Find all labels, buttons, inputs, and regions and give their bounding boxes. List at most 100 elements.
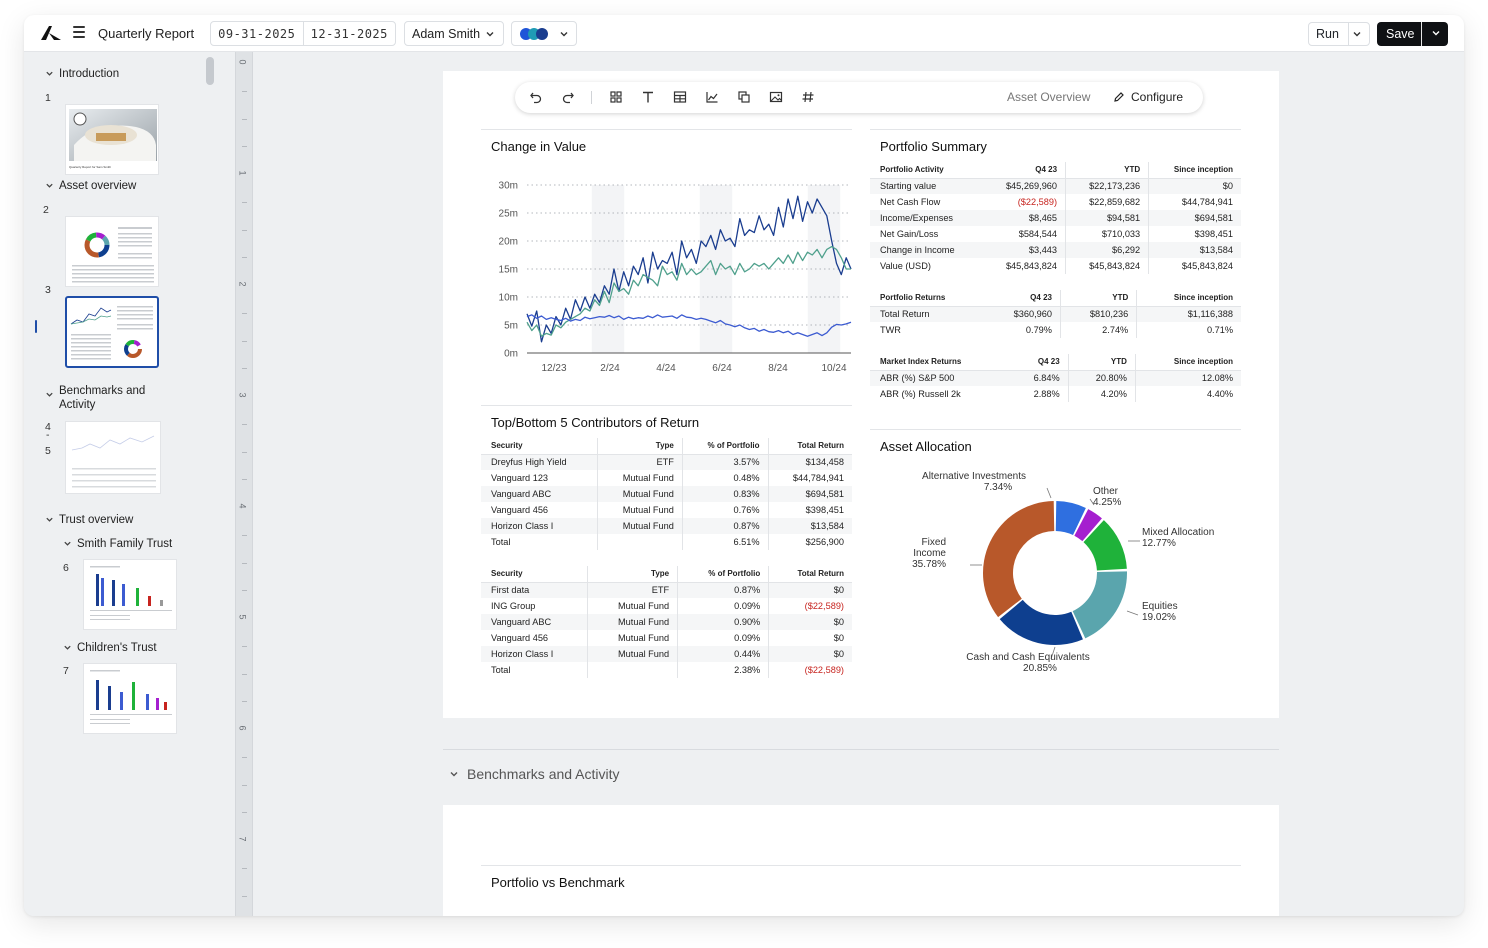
column-header: YTD [1059, 290, 1137, 307]
text-icon[interactable] [641, 90, 655, 104]
table-row: Starting value $45,269,960 $22,173,236 $0 [870, 178, 1241, 194]
sidebar-section-introduction[interactable]: Introduction [46, 67, 119, 81]
chevron-down-icon[interactable] [63, 539, 72, 548]
chevron-down-icon[interactable] [1352, 29, 1362, 39]
x-tick-label: 2/24 [600, 363, 620, 374]
table-cell: $45,843,824 [1148, 258, 1241, 274]
chevron-down-icon[interactable] [45, 515, 54, 524]
end-date[interactable]: 12-31-2025 [302, 22, 396, 45]
bottom-contributors-table: Security Type% of Portfolio Total Return Fi… [481, 566, 852, 678]
run-button[interactable]: Run [1308, 22, 1370, 46]
table-cell: 0.87% [681, 518, 769, 534]
table-cell: 0.79% [1025, 325, 1052, 335]
theme-color-dropdown[interactable] [511, 21, 577, 46]
table-cell: $0 [768, 614, 852, 630]
table-cell: ($22,589) [1017, 197, 1058, 207]
table-row: Dreyfus High Yield ETF 3.57% $134,458 [481, 454, 852, 470]
table-cell: $0 [768, 630, 852, 646]
pencil-icon [1114, 92, 1124, 102]
hamburger-menu-icon[interactable] [73, 26, 85, 38]
section-header-benchmarks[interactable]: Benchmarks and Activity [450, 766, 620, 782]
table-cell: Vanguard 456 [491, 633, 549, 643]
user-dropdown[interactable]: Adam Smith [404, 21, 504, 46]
page-thumbnail-1[interactable]: Quarterly Report for Sam Smith [65, 104, 159, 175]
label-leader-line [1050, 646, 1056, 660]
portfolio-returns-table: Portfolio Returns Q4 23 YTD Since inception… [870, 290, 1241, 338]
ruler-label: 4 [237, 503, 248, 509]
page-thumbnail-2[interactable] [65, 216, 159, 287]
table-cell: $398,451 [1148, 226, 1241, 242]
label-leader-line [1046, 487, 1052, 499]
grid-icon[interactable] [609, 90, 623, 104]
column-header: Q4 23 [1008, 354, 1069, 371]
chevron-down-icon[interactable] [45, 390, 54, 399]
chevron-down-icon[interactable] [45, 181, 54, 190]
table-row: Income/Expenses $8,465 $94,581 $694,581 [870, 210, 1241, 226]
table-cell: Vanguard 456 [491, 505, 549, 515]
ruler-tick [242, 423, 247, 425]
hash-icon[interactable] [801, 90, 815, 104]
table-icon[interactable] [673, 90, 687, 104]
date-range-picker[interactable]: 09-31-2025 12-31-2025 [210, 21, 396, 46]
change-in-value-line-chart: 30m 25m 20m 15m 10m 5m 0m 12/23 2/24 4/24 6/24 8/24… [499, 181, 852, 374]
table-row: Total 2.38% ($22,589) [481, 662, 852, 678]
table-cell: 12.08% [1134, 370, 1241, 386]
slice-label: Mixed Allocation 12.77% [1142, 527, 1214, 549]
table-cell: ING Group [491, 601, 536, 611]
table-cell: Vanguard ABC [481, 614, 588, 630]
table-row: Total 6.51% $256,900 [481, 534, 852, 550]
page-thumbnail-7[interactable] [83, 663, 177, 734]
table-cell: $45,269,960 [983, 178, 1066, 194]
report-title[interactable]: Quarterly Report [98, 26, 195, 41]
sidebar-subsection-smith-family-trust[interactable]: Smith Family Trust [64, 537, 172, 551]
chart-icon[interactable] [705, 90, 719, 104]
thumbnail-asset-overview [72, 227, 154, 283]
chevron-down-icon[interactable] [1431, 28, 1441, 38]
table-cell: Total Return [870, 306, 985, 322]
column-header: Market Index Returns [870, 354, 1009, 371]
top-contributors-table: Security Type% of Portfolio Total Return Dr… [481, 438, 852, 550]
table-cell: 0.90% [677, 614, 769, 630]
save-button[interactable]: Save [1377, 22, 1448, 46]
page-number: 5 [45, 445, 51, 457]
y-tick-label: 0m [504, 349, 518, 360]
table-cell: Vanguard ABC [481, 486, 598, 502]
page-thumbnail-4-5[interactable] [65, 421, 161, 494]
column-header: % of Portfolio [681, 438, 769, 455]
column-header: Q4 23 [984, 290, 1061, 307]
ruler-tick [242, 756, 247, 758]
table-header-row: Portfolio Activity Q4 23 YTD Since inceptio… [870, 162, 1241, 179]
start-date[interactable]: 09-31-2025 [218, 26, 296, 41]
page-navigator-sidebar: Introduction 1 Quarterly Report for Sam … [24, 52, 217, 916]
sidebar-section-trust-overview[interactable]: Trust overview [46, 513, 133, 527]
copy-icon[interactable] [737, 90, 751, 104]
x-tick-label: 6/24 [712, 363, 732, 374]
page-thumbnail-6[interactable] [83, 559, 177, 630]
column-header: Q4 23 [983, 162, 1066, 179]
sidebar-section-asset-overview[interactable]: Asset overview [46, 179, 136, 193]
thumbnail-bar-chart [90, 566, 172, 620]
toolbar-section-label: Asset Overview [1007, 90, 1091, 104]
chevron-down-icon[interactable] [449, 769, 459, 779]
column-header: % of Portfolio [677, 566, 769, 583]
table-cell: First data [481, 582, 588, 598]
x-tick-label: 8/24 [768, 363, 788, 374]
redo-icon[interactable] [561, 90, 575, 104]
page-thumbnail-3[interactable] [65, 296, 159, 368]
image-icon[interactable] [769, 90, 783, 104]
table-row: Vanguard 456 Mutual Fund 0.76% $398,451 [481, 502, 852, 518]
sidebar-scrollbar[interactable] [206, 57, 214, 85]
ruler-tick [242, 590, 247, 592]
undo-icon[interactable] [529, 90, 543, 104]
page-number: 6 [63, 562, 69, 574]
chevron-down-icon[interactable] [63, 643, 72, 652]
sidebar-subsection-childrens-trust[interactable]: Children's Trust [64, 641, 157, 655]
table-cell: $6,292 [1065, 242, 1149, 258]
sidebar-section-benchmarks[interactable]: Benchmarks and Activity [46, 384, 169, 412]
configure-button[interactable]: Configure [1113, 90, 1183, 104]
thumbnail-bar-chart [90, 670, 172, 724]
table-cell: 3.57% [681, 454, 769, 470]
page-number: 3 [45, 284, 51, 296]
app-logo-icon[interactable] [40, 25, 62, 41]
chevron-down-icon[interactable] [45, 69, 54, 78]
